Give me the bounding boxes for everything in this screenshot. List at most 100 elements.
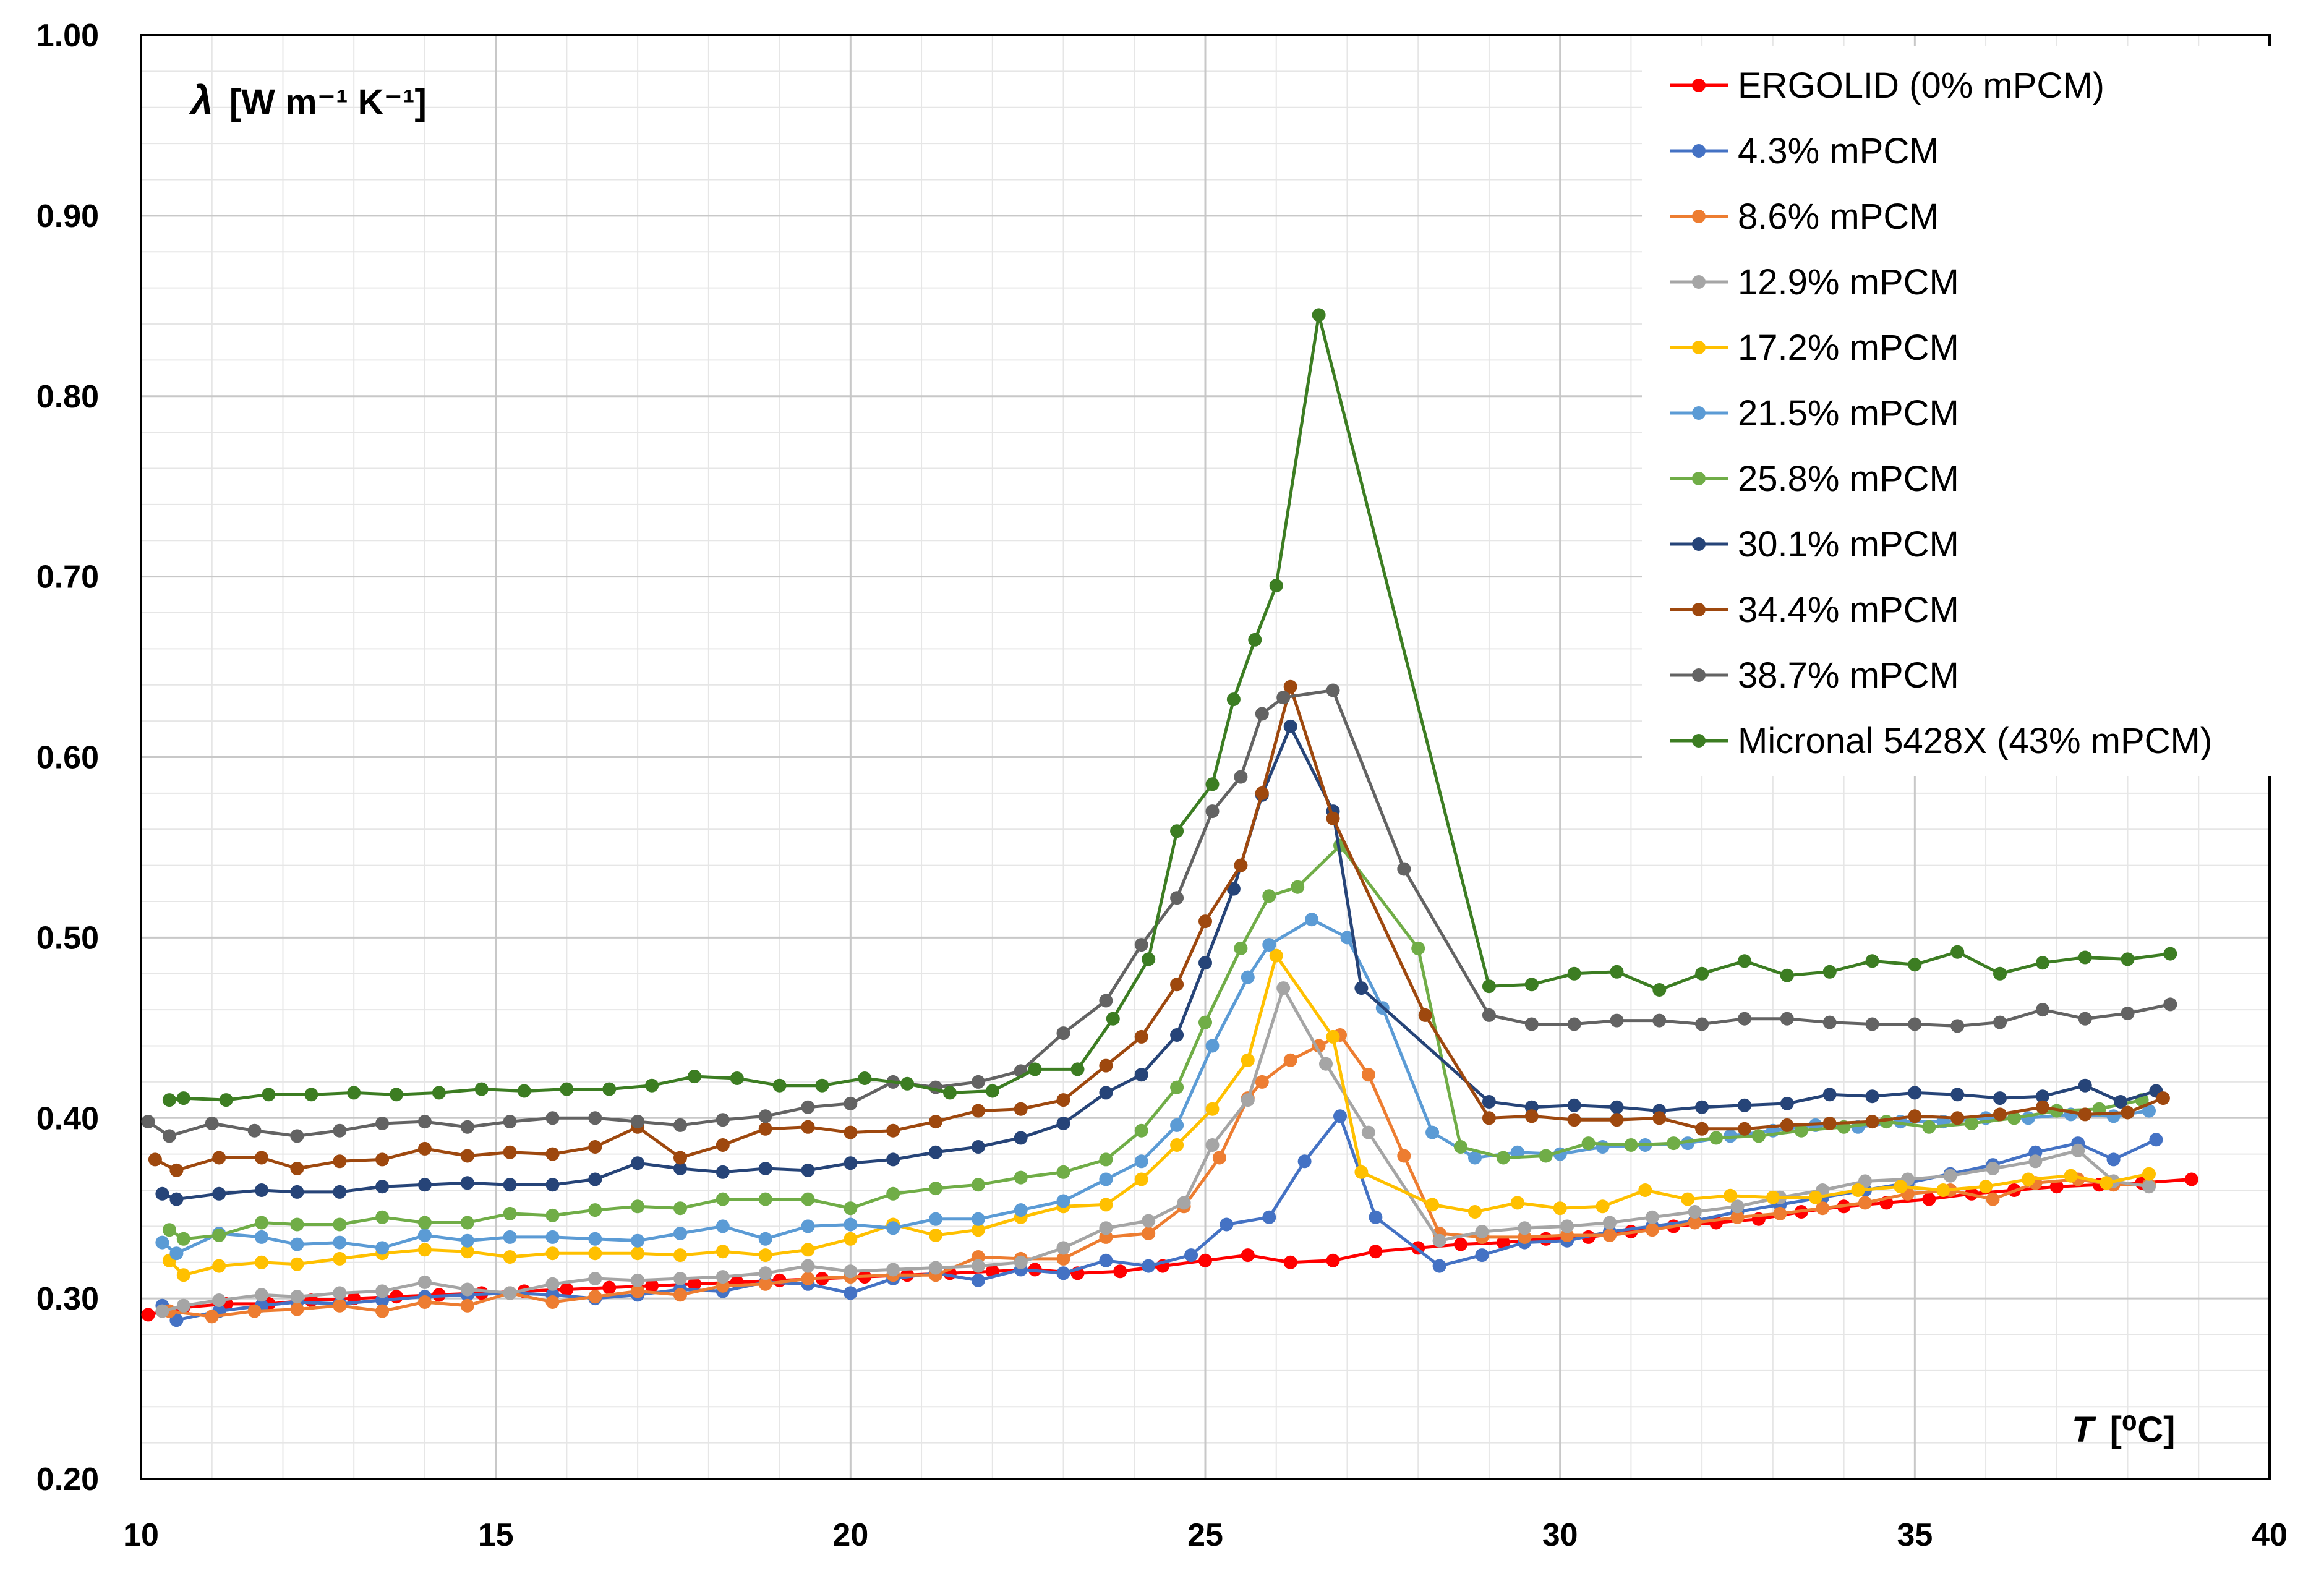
data-point [758,1122,772,1136]
data-point [169,1163,184,1177]
data-point [929,1145,942,1159]
y-tick-label: 0.80 [36,379,99,415]
data-point [631,1273,645,1287]
legend-label: 34.4% mPCM [1738,590,1959,630]
data-point [1305,913,1319,927]
data-point [588,1172,602,1186]
data-point [2064,1169,2078,1183]
data-point [2007,1111,2021,1125]
data-point [2021,1172,2035,1186]
data-point [176,1298,190,1313]
data-point [1730,1199,1745,1214]
data-point [2078,1107,2092,1122]
data-point [1950,1111,1965,1125]
data-point [545,1208,560,1222]
data-point [162,1129,176,1143]
legend-swatch-marker [1692,275,1706,289]
data-point [1056,1266,1070,1280]
data-point [1425,1198,1440,1212]
data-point [588,1246,602,1261]
legend-swatch-marker [1692,668,1706,682]
data-point [971,1104,985,1118]
data-point [1908,1017,1922,1031]
data-point [255,1151,268,1165]
data-point [1993,1015,2007,1029]
data-point [1418,1008,1432,1022]
data-point [1993,966,2007,981]
data-point [1014,1203,1028,1217]
data-point [1596,1199,1610,1214]
data-point [460,1120,474,1134]
data-point [262,1088,276,1102]
x-tick-label: 25 [1187,1517,1223,1553]
data-point [1113,1264,1127,1279]
data-point [1695,1100,1709,1114]
data-point [1099,1253,1113,1267]
data-point [1681,1192,1695,1206]
data-point [716,1245,730,1259]
data-point [758,1266,772,1280]
data-point [290,1217,304,1232]
data-point [758,1277,772,1291]
data-point [432,1086,446,1100]
data-point [1908,1086,1922,1100]
data-point [673,1151,687,1165]
data-point [588,1232,602,1246]
data-point [687,1070,701,1084]
data-point [1539,1232,1553,1246]
data-point [1950,1019,1965,1033]
legend-swatch-marker [1692,472,1706,485]
data-point [1276,691,1291,705]
data-point [460,1149,474,1163]
data-point [1177,1196,1191,1210]
data-point [1198,914,1212,929]
data-point [560,1282,574,1297]
data-point [417,1295,432,1309]
data-point [1170,978,1184,992]
data-point [716,1219,730,1233]
legend-item: 17.2% mPCM [1670,328,1959,368]
data-point [1142,1259,1156,1273]
data-point [375,1117,390,1130]
data-point [1567,1017,1581,1031]
data-point [1198,1253,1212,1267]
data-point [503,1250,517,1264]
data-point [1567,1113,1581,1127]
legend-item: 34.4% mPCM [1670,590,1959,630]
x-tick-label: 20 [832,1517,868,1553]
data-point [971,1178,985,1192]
data-point [290,1290,304,1304]
data-point [801,1219,815,1233]
data-point [375,1180,390,1194]
data-point [255,1288,268,1302]
data-point [971,1223,985,1237]
data-point [1333,1109,1347,1123]
data-point [545,1230,560,1244]
data-point [1652,1013,1667,1028]
data-point [1993,1107,2007,1122]
y-tick-label: 0.70 [36,560,99,595]
data-point [1652,983,1667,997]
data-point [1297,1154,1312,1169]
data-point [1241,970,1255,984]
data-point [375,1241,390,1255]
data-point [169,1246,184,1261]
y-axis-symbol: λ [189,77,213,123]
data-point [1738,954,1751,968]
data-point [1922,1192,1936,1206]
data-point [1432,1259,1446,1273]
data-point [929,1115,942,1129]
data-point [886,1186,900,1201]
data-point [844,1096,858,1110]
data-point [1475,1248,1489,1263]
data-point [1865,1089,1879,1104]
data-point [1567,966,1581,981]
data-point [460,1298,474,1313]
data-point [758,1192,772,1206]
data-point [1524,1017,1539,1031]
data-point [219,1093,233,1107]
data-point [417,1115,432,1129]
data-point [2049,1180,2064,1194]
series-7 [162,838,2149,1246]
data-point [1724,1188,1737,1203]
